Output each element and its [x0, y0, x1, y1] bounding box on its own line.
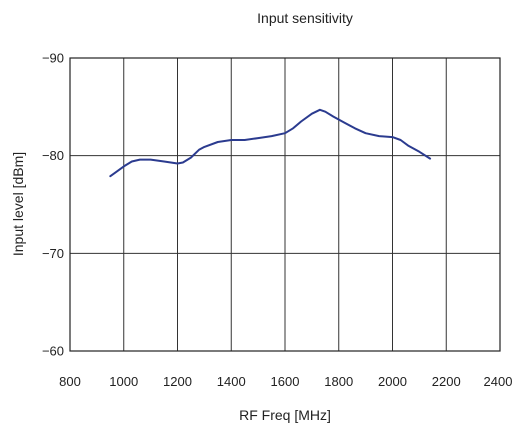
x-tick-label: 1400	[217, 374, 246, 389]
x-tick-labels: 800 1000 1200 1400 1600 1800 2000 2200 2400	[59, 374, 512, 389]
x-axis-label: RF Freq [MHz]	[239, 407, 331, 423]
x-tick-label: 2000	[378, 374, 407, 389]
x-tick-label: 1000	[109, 374, 138, 389]
y-tick-label: −70	[42, 246, 64, 261]
x-tick-label: 1200	[163, 374, 192, 389]
x-tick-label: 1800	[324, 374, 353, 389]
gridlines	[70, 58, 500, 351]
y-tick-label: −80	[42, 148, 64, 163]
x-tick-label: 1600	[271, 374, 300, 389]
y-tick-labels: −90 −80 −70 −60	[42, 51, 64, 359]
y-axis-label: Input level [dBm]	[10, 152, 26, 256]
series-line	[109, 108, 432, 178]
plot-frame	[69, 57, 501, 352]
y-tick-label: −60	[42, 344, 64, 359]
x-tick-label: 2200	[432, 374, 461, 389]
x-tick-label: 800	[59, 374, 81, 389]
chart-title: Input sensitivity	[257, 10, 353, 26]
series-layer	[109, 108, 432, 178]
y-tick-label: −90	[42, 51, 64, 66]
x-tick-label: 2400	[484, 374, 513, 389]
